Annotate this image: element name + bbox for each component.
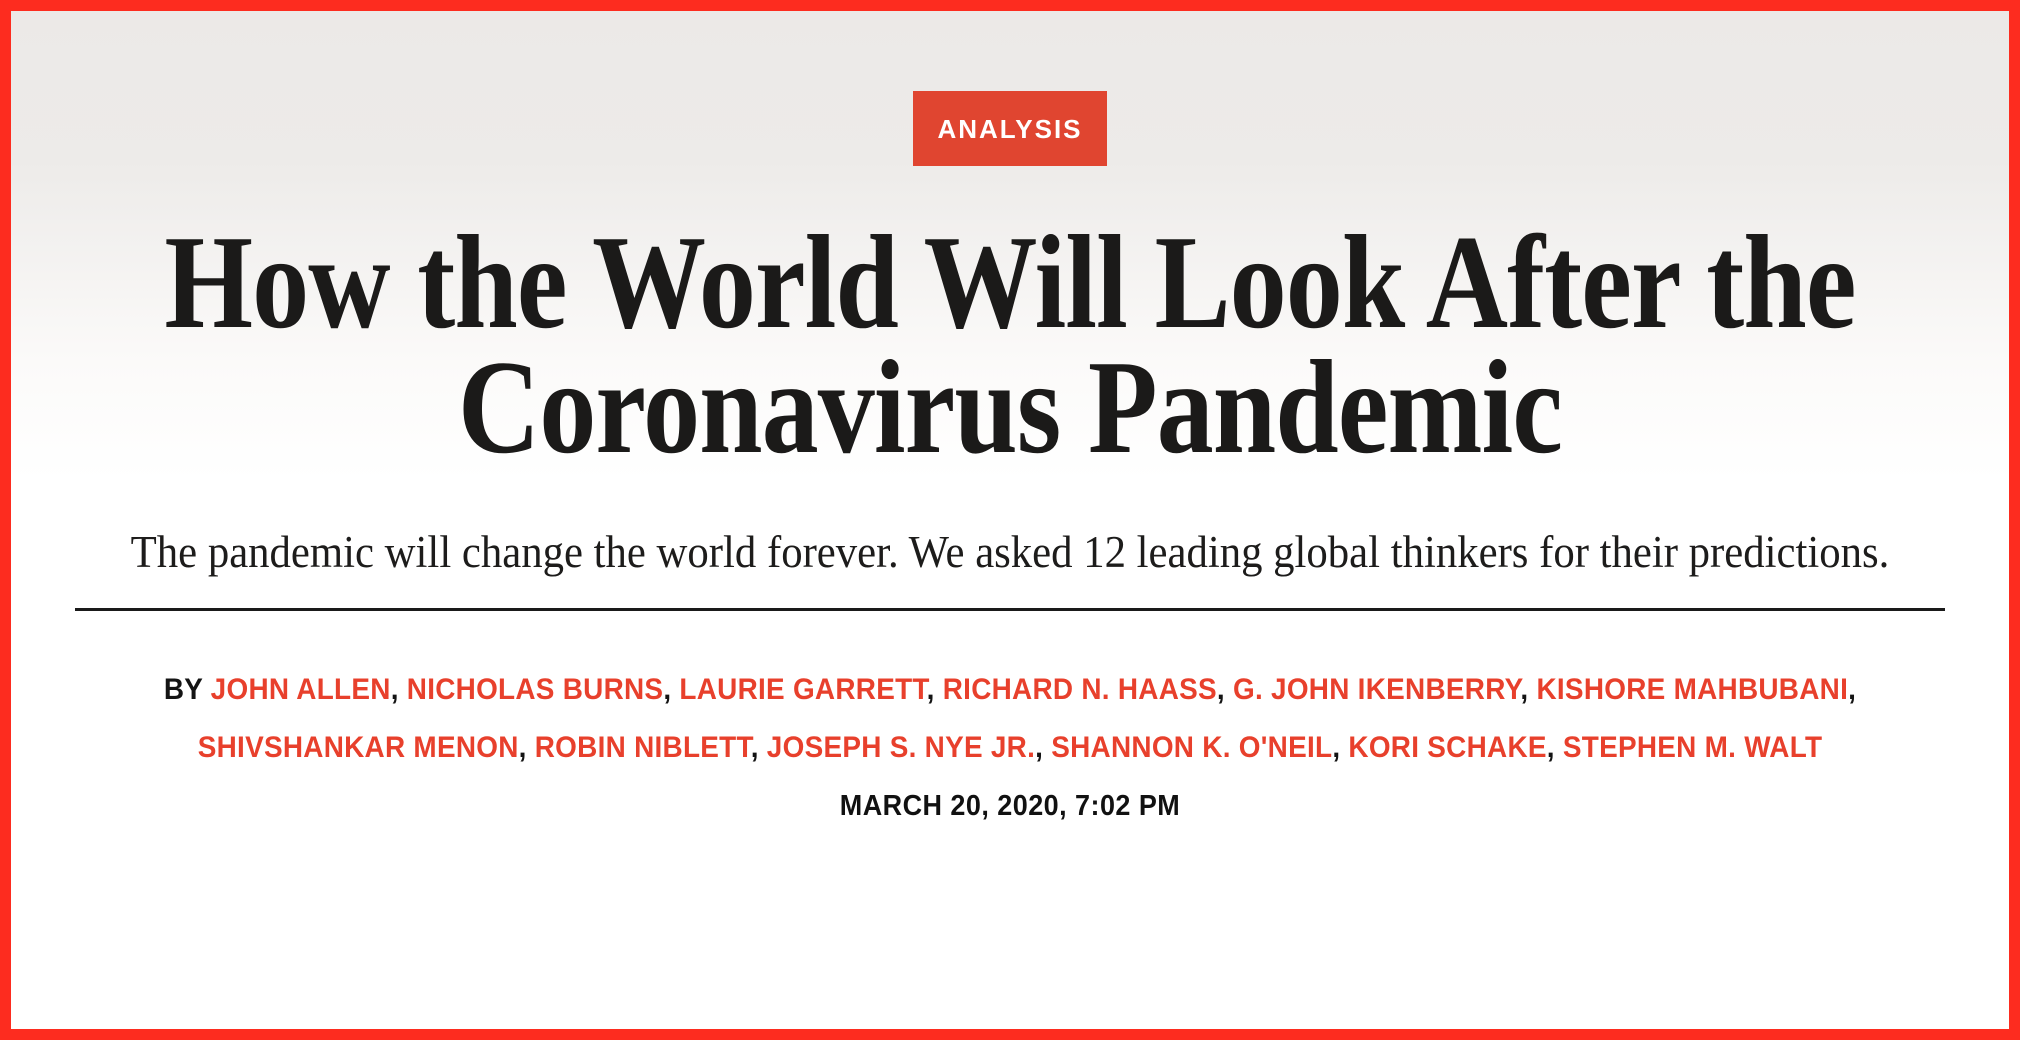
author-separator: , [1520, 673, 1537, 706]
author-link[interactable]: SHANNON K. O'NEIL [1051, 731, 1333, 764]
author-link[interactable]: LAURIE GARRETT [679, 673, 927, 706]
author-link[interactable]: JOHN ALLEN [210, 673, 391, 706]
author-separator: , [1035, 731, 1052, 764]
article-timestamp: MARCH 20, 2020, 7:02 PM [839, 790, 1181, 822]
author-separator: , [1216, 673, 1233, 706]
author-link[interactable]: G. JOHN IKENBERRY [1232, 673, 1521, 706]
byline-authors: JOHN ALLEN, NICHOLAS BURNS, LAURIE GARRE… [198, 673, 1856, 764]
byline-prefix: BY [163, 673, 203, 706]
author-link[interactable]: ROBIN NIBLETT [534, 731, 751, 764]
author-link[interactable]: STEPHEN M. WALT [1562, 731, 1823, 764]
author-separator: , [1332, 731, 1349, 764]
author-separator: , [1848, 673, 1857, 706]
title-line-2: Coronavirus Pandemic [457, 333, 1563, 481]
author-link[interactable]: RICHARD N. HAASS [942, 673, 1217, 706]
category-badge[interactable]: ANALYSIS [913, 91, 1107, 166]
byline: BY JOHN ALLEN, NICHOLAS BURNS, LAURIE GA… [117, 661, 1903, 835]
author-link[interactable]: KISHORE MAHBUBANI [1536, 673, 1849, 706]
author-link[interactable]: KORI SCHAKE [1348, 731, 1547, 764]
author-link[interactable]: JOSEPH S. NYE JR. [766, 731, 1036, 764]
author-separator: , [750, 731, 767, 764]
author-separator: , [390, 673, 407, 706]
article-title: How the World Will Look After the Corona… [11, 208, 2009, 481]
article-dek: The pandemic will change the world forev… [130, 527, 1890, 577]
author-separator: , [1546, 731, 1563, 764]
divider-rule [75, 608, 1945, 611]
author-separator: , [926, 673, 943, 706]
author-separator: , [663, 673, 680, 706]
author-link[interactable]: NICHOLAS BURNS [406, 673, 664, 706]
author-link[interactable]: SHIVSHANKAR MENON [197, 731, 519, 764]
title-line-1: How the World Will Look After the [164, 208, 1856, 356]
author-separator: , [518, 731, 535, 764]
